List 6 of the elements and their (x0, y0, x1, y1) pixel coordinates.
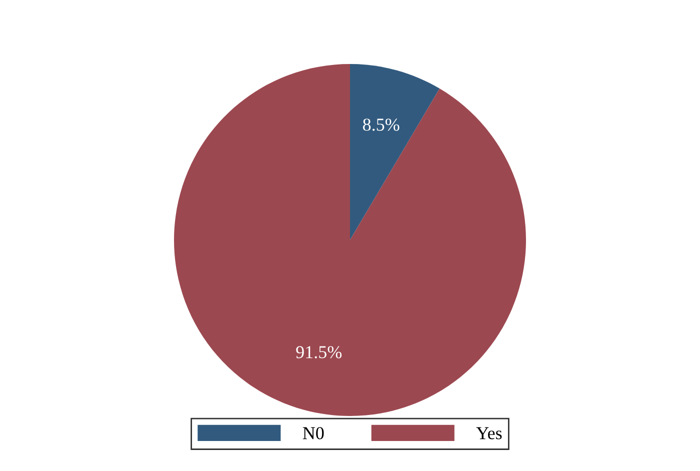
pie-slice (350, 64, 440, 240)
data-label: 8.5% (363, 118, 400, 131)
legend-label: N0 (302, 427, 324, 440)
pie-slice (174, 64, 526, 416)
legend-label: Yes (476, 427, 502, 440)
data-label: 91.5% (296, 346, 342, 358)
